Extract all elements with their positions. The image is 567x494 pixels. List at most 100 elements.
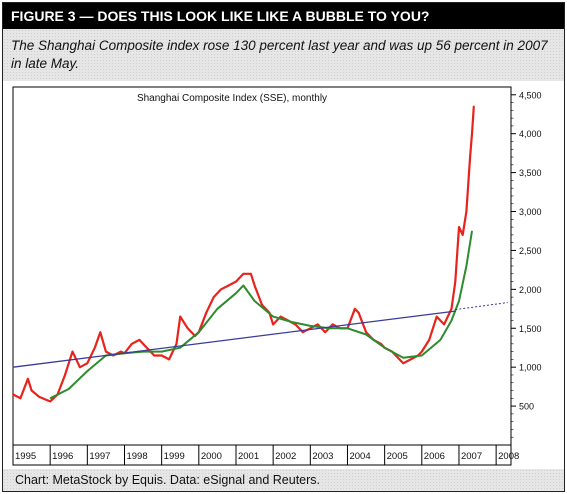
point-price xyxy=(49,400,52,403)
point-price xyxy=(145,346,148,349)
point-moving-average xyxy=(68,388,70,390)
point-price xyxy=(471,132,473,135)
point-moving-average xyxy=(179,347,181,349)
y-tick-label: 500 xyxy=(519,402,534,412)
figure-subtitle-box: The Shanghai Composite index rose 130 pe… xyxy=(3,29,564,81)
point-price xyxy=(331,323,334,326)
point-price xyxy=(461,233,464,236)
point-price xyxy=(93,346,96,349)
x-tick-label: 1996 xyxy=(52,451,73,462)
point-price xyxy=(30,389,33,392)
point-price xyxy=(220,288,223,291)
point-moving-average xyxy=(458,300,460,302)
point-price xyxy=(465,210,468,213)
point-price xyxy=(64,374,66,376)
point-moving-average xyxy=(451,319,453,321)
point-price xyxy=(279,315,282,318)
point-price xyxy=(138,339,141,341)
point-price xyxy=(253,284,256,287)
point-price xyxy=(160,354,163,357)
y-tick-label: 4,000 xyxy=(519,129,542,139)
point-price xyxy=(309,327,312,330)
point-price xyxy=(357,311,360,314)
point-moving-average xyxy=(291,321,293,323)
point-price xyxy=(235,280,237,283)
point-price xyxy=(131,342,133,345)
chart-credit: Chart: MetaStock by Equis. Data: eSignal… xyxy=(15,473,321,487)
point-moving-average xyxy=(402,357,404,359)
y-tick-label: 1,500 xyxy=(519,324,542,334)
y-tick-label: 4,500 xyxy=(519,90,542,100)
x-tick-label: 1995 xyxy=(15,451,36,462)
point-price xyxy=(153,354,156,357)
point-price xyxy=(272,323,275,326)
point-price xyxy=(78,366,81,369)
x-tick-label: 2008 xyxy=(498,451,519,462)
point-price xyxy=(469,156,472,158)
series-trendline xyxy=(12,310,456,368)
x-tick-label: 2000 xyxy=(201,451,222,462)
x-tick-label: 2006 xyxy=(424,451,445,462)
x-tick-label: 2002 xyxy=(275,451,296,462)
point-moving-average xyxy=(216,308,218,310)
point-moving-average xyxy=(421,355,423,356)
point-price xyxy=(179,315,182,318)
point-price xyxy=(402,362,405,365)
point-price xyxy=(86,362,89,365)
point-moving-average xyxy=(365,333,367,335)
point-moving-average xyxy=(328,327,330,329)
point-price xyxy=(454,280,457,283)
point-price xyxy=(175,342,178,345)
x-tick-label: 1997 xyxy=(89,451,110,462)
point-price xyxy=(212,296,215,299)
point-price xyxy=(242,272,245,275)
point-price xyxy=(324,331,327,334)
point-trendline-projection xyxy=(506,302,508,304)
point-moving-average xyxy=(242,284,244,286)
x-tick-label: 1999 xyxy=(164,451,185,462)
point-moving-average xyxy=(465,265,467,267)
x-tick-label: 2007 xyxy=(461,451,482,462)
point-moving-average xyxy=(471,230,473,232)
point-price xyxy=(420,350,423,353)
point-trendline xyxy=(454,310,456,312)
point-price xyxy=(354,307,356,310)
point-price xyxy=(71,350,74,353)
point-trendline-projection xyxy=(454,309,456,311)
y-tick-label: 2,500 xyxy=(519,246,542,256)
point-price xyxy=(26,377,29,380)
x-tick-label: 2005 xyxy=(387,451,408,462)
point-price xyxy=(38,395,40,398)
point-price xyxy=(316,323,319,326)
point-price xyxy=(119,350,122,353)
point-price xyxy=(294,323,297,326)
chart-title: Shanghai Composite Index (SSE), monthly xyxy=(137,93,327,104)
point-price xyxy=(105,350,107,353)
point-price xyxy=(99,331,102,334)
point-moving-average xyxy=(49,397,51,399)
point-moving-average xyxy=(198,331,200,333)
point-moving-average xyxy=(346,327,348,329)
y-tick-label: 2,000 xyxy=(519,285,542,295)
point-price xyxy=(168,358,170,361)
point-price xyxy=(409,358,412,361)
point-moving-average xyxy=(161,351,163,353)
point-price xyxy=(450,307,453,310)
point-moving-average xyxy=(272,316,274,318)
point-moving-average xyxy=(439,339,441,341)
point-price xyxy=(186,327,189,330)
point-moving-average xyxy=(235,292,237,294)
point-price xyxy=(19,397,22,400)
point-price xyxy=(227,284,230,287)
point-trendline xyxy=(12,366,14,368)
point-price xyxy=(45,398,48,401)
point-price xyxy=(205,311,208,314)
point-price xyxy=(261,304,263,306)
figure-title: FIGURE 3 — DOES THIS LOOK LIKE LIKE A BU… xyxy=(11,8,430,24)
point-price xyxy=(398,358,401,361)
x-tick-label: 2003 xyxy=(312,451,333,462)
chart-area: Shanghai Composite Index (SSE), monthly 5… xyxy=(11,85,558,469)
figure-title-bar: FIGURE 3 — DOES THIS LOOK LIKE LIKE A BU… xyxy=(3,3,564,29)
figure-subtitle: The Shanghai Composite index rose 130 pe… xyxy=(11,38,548,71)
